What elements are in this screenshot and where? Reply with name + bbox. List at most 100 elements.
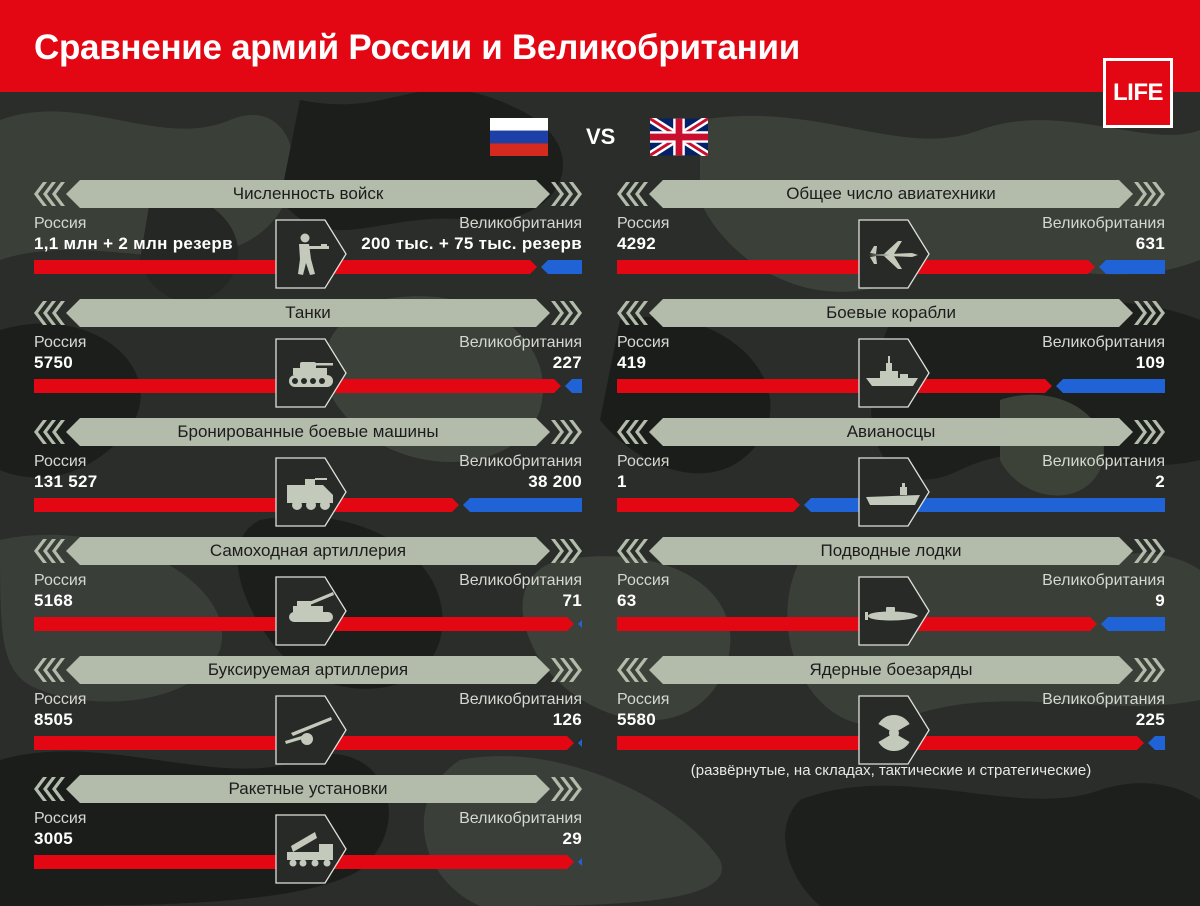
uk-value: 225 [1135,710,1165,729]
uk-value: 2 [1155,472,1165,491]
uk-bar [578,855,582,869]
metric-panel-towed-artillery: Буксируемая артиллерия Россия Великобритан… [34,656,582,765]
metric-title: Авианосцы [846,422,936,441]
russia-value: 1,1 млн + 2 млн резерв [34,234,233,253]
uk-value: 38 200 [528,472,582,491]
metric-panel-submarine: Подводные лодки Россия Великобритания 63 9 [617,537,1165,646]
right-label: Великобритания [459,691,582,708]
tank-icon [275,338,347,408]
metric-panel-tank: Танки Россия Великобритания 5750 227 [34,299,582,408]
right-label: Великобритания [459,810,582,827]
uk-bar [463,498,582,512]
left-label: Россия [34,215,87,232]
header-bar: Сравнение армий России и Великобритании [0,0,1200,92]
soldier-icon [275,219,347,289]
radiation-icon [858,695,930,765]
russia-bar [617,379,1052,393]
uk-value: 200 тыс. + 75 тыс. резерв [361,234,582,253]
right-label: Великобритания [1042,691,1165,708]
logo-text: LIFE [1113,79,1164,106]
comparison-bar [617,260,1165,274]
uk-value: 227 [552,353,582,372]
metric-title: Ракетные установки [228,779,388,798]
metric-title: Боевые корабли [826,303,956,322]
russia-value: 5750 [34,353,74,372]
uk-value: 126 [552,710,582,729]
russia-bar [34,498,459,512]
right-label: Великобритания [1042,572,1165,589]
left-label: Россия [34,334,87,351]
uk-bar [1056,379,1165,393]
right-label: Великобритания [459,334,582,351]
right-label: Великобритания [459,453,582,470]
russia-bar [617,617,1097,631]
left-label: Россия [617,572,670,589]
metric-title: Самоходная артиллерия [209,541,407,560]
metric-title: Общее число авиатехники [786,184,996,203]
metric-title-banner [617,299,1165,327]
aircraft-carrier-icon [858,457,930,527]
metric-title-banner [34,775,582,803]
metric-title-banner [617,656,1165,684]
metric-title-banner [34,537,582,565]
metric-panel-self-propelled-artillery: Самоходная артиллерия Россия Великобритани… [34,537,582,646]
left-label: Россия [34,810,87,827]
armored-vehicle-icon [275,457,347,527]
russia-flag-icon [490,118,548,156]
metric-title-banner [617,537,1165,565]
right-label: Великобритания [459,572,582,589]
uk-value: 29 [562,829,582,848]
metric-title: Подводные лодки [820,541,962,560]
uk-value: 9 [1155,591,1165,610]
self-propelled-artillery-icon [275,576,347,646]
uk-value: 631 [1135,234,1165,253]
left-label: Россия [617,215,670,232]
life-logo: LIFE [1103,58,1173,128]
russia-value: 63 [617,591,637,610]
metric-title: Численность войск [232,184,384,203]
warship-icon [858,338,930,408]
comparison-bar [34,498,582,512]
metric-panel-soldier: Численность войск Россия Великобритания 1,1… [34,180,582,289]
right-label: Великобритания [459,215,582,232]
uk-value: 109 [1135,353,1165,372]
submarine-icon [858,576,930,646]
uk-value: 71 [562,591,582,610]
russia-value: 1 [617,472,627,491]
metric-title-banner [34,418,582,446]
metric-title-banner [34,299,582,327]
comparison-bar [617,617,1165,631]
metric-title: Ядерные боезаряды [809,660,973,679]
metric-title-banner [34,180,582,208]
uk-bar [578,736,582,750]
left-label: Россия [34,572,87,589]
metric-title-banner [617,418,1165,446]
russia-bar [617,498,800,512]
metric-title-banner [34,656,582,684]
metric-panel-aircraft-carrier: Авианосцы Россия Великобритания 1 2 [617,418,1165,527]
metric-panel-jet: Общее число авиатехники Россия Великобрита… [617,180,1165,289]
towed-artillery-icon [275,695,347,765]
uk-bar [541,260,582,274]
left-label: Россия [34,691,87,708]
metric-panel-rocket-launcher: Ракетные установки Россия Великобритания 30… [34,775,582,884]
right-label: Великобритания [1042,453,1165,470]
left-label: Россия [617,691,670,708]
metric-title: Буксируемая артиллерия [207,660,409,679]
left-label: Россия [617,453,670,470]
uk-bar [1148,736,1165,750]
left-label: Россия [34,453,87,470]
nuclear-footnote: (развёрнутые, на складах, тактические и … [690,762,1092,779]
metric-panel-armored-vehicle: Бронированные боевые машины Россия Великоб… [34,418,582,527]
uk-bar [565,379,582,393]
uk-bar [578,617,582,631]
rocket-launcher-icon [275,814,347,884]
vs-label: VS [586,124,616,149]
jet-icon [858,219,930,289]
russia-value: 3005 [34,829,74,848]
metric-panel-warship: Боевые корабли Россия Великобритания 419 109 [617,299,1165,408]
russia-value: 4292 [617,234,657,253]
left-label: Россия [617,334,670,351]
uk-bar [1101,617,1165,631]
metric-title-banner [617,180,1165,208]
